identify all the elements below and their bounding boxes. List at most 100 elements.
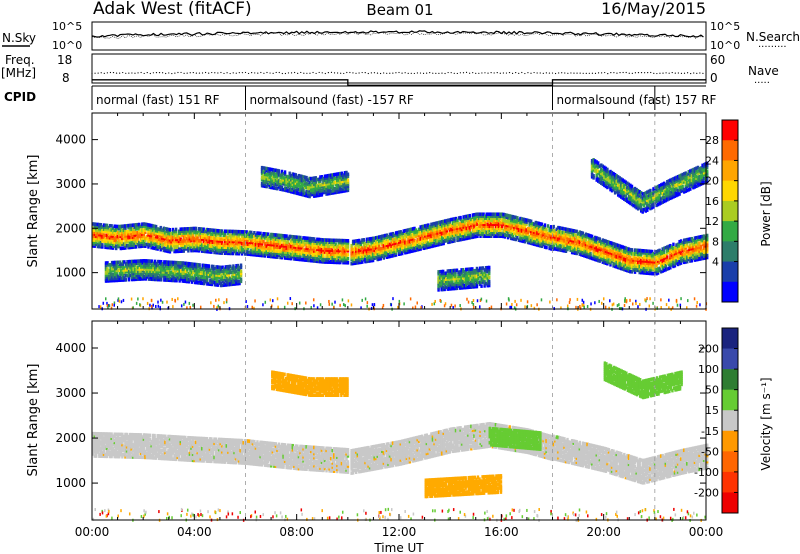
power-cell bbox=[370, 238, 373, 243]
power-cell bbox=[572, 231, 575, 235]
power-cell bbox=[202, 243, 205, 248]
power-cell bbox=[170, 241, 173, 246]
power-cell bbox=[313, 253, 316, 257]
power-cell bbox=[382, 246, 386, 250]
power-cell bbox=[271, 242, 274, 247]
power-cell bbox=[430, 222, 433, 227]
power-cell bbox=[280, 247, 284, 252]
power-cell bbox=[630, 248, 634, 252]
power-cell bbox=[282, 236, 285, 240]
power-cell bbox=[505, 219, 508, 224]
power-cell bbox=[134, 245, 138, 249]
power-cell bbox=[147, 245, 150, 249]
power-cell bbox=[557, 235, 560, 240]
power-cell bbox=[516, 232, 519, 236]
power-cell bbox=[479, 226, 482, 231]
power-cell bbox=[290, 246, 293, 251]
power-cell bbox=[436, 235, 439, 239]
nave-point bbox=[373, 72, 376, 74]
power-cell bbox=[572, 233, 575, 237]
power-cell bbox=[110, 234, 113, 238]
power-cell bbox=[440, 237, 444, 242]
power-cell bbox=[566, 231, 569, 236]
power-cell bbox=[99, 225, 103, 229]
power-cell bbox=[314, 239, 317, 243]
power-cell bbox=[207, 231, 210, 236]
power-cell bbox=[358, 254, 361, 259]
nave-point bbox=[478, 72, 480, 74]
power-cell bbox=[339, 256, 342, 261]
power-cell bbox=[356, 244, 359, 249]
nave-point bbox=[220, 71, 222, 74]
power-cell bbox=[361, 254, 364, 258]
power-cell bbox=[448, 218, 452, 222]
power-cell bbox=[207, 235, 210, 240]
power-cell bbox=[353, 251, 356, 256]
power-cell bbox=[305, 236, 308, 241]
power-cell bbox=[224, 237, 227, 242]
power-cell bbox=[302, 242, 305, 246]
power-cell bbox=[427, 229, 430, 233]
power-cell bbox=[216, 250, 219, 255]
power-cell bbox=[462, 235, 465, 239]
power-cell bbox=[124, 224, 127, 228]
power-cell bbox=[168, 237, 172, 242]
power-cell bbox=[168, 239, 172, 244]
power-cell bbox=[193, 230, 196, 235]
power-cell bbox=[266, 252, 270, 256]
power-cell bbox=[573, 239, 577, 243]
power-cell bbox=[286, 246, 290, 251]
nave-point bbox=[594, 72, 597, 74]
power-cell bbox=[121, 228, 124, 233]
power-cell bbox=[454, 220, 458, 225]
power-cell bbox=[148, 235, 152, 240]
power-cell bbox=[454, 216, 458, 221]
power-cell bbox=[581, 247, 585, 252]
power-cell bbox=[128, 231, 132, 236]
power-cell bbox=[231, 231, 235, 236]
power-cell bbox=[141, 240, 144, 244]
power-cell bbox=[497, 228, 501, 233]
power-cell bbox=[214, 250, 218, 255]
power-cell bbox=[313, 239, 316, 243]
power-cell bbox=[563, 247, 566, 251]
power-cell bbox=[431, 230, 435, 234]
nave-point bbox=[561, 72, 563, 74]
power-cell bbox=[416, 231, 419, 236]
power-cell bbox=[165, 245, 169, 249]
power-cell bbox=[425, 243, 429, 248]
power-cell bbox=[136, 224, 139, 229]
power-cell bbox=[207, 239, 210, 244]
power-cell bbox=[220, 237, 224, 241]
power-cell bbox=[393, 249, 396, 254]
power-cell bbox=[131, 227, 135, 231]
power-cell bbox=[193, 242, 196, 247]
power-cell bbox=[98, 232, 101, 237]
power-cell bbox=[174, 235, 178, 240]
power-cell bbox=[476, 226, 479, 231]
power-cell bbox=[416, 229, 419, 234]
power-cell bbox=[188, 246, 192, 251]
power-cell bbox=[496, 226, 499, 231]
power-cell bbox=[127, 231, 130, 236]
power-cell bbox=[497, 232, 501, 237]
power-cell bbox=[313, 243, 316, 247]
power-cell bbox=[291, 246, 294, 251]
power-cell bbox=[470, 221, 473, 226]
power-cell bbox=[502, 228, 505, 233]
power-cell bbox=[473, 224, 476, 229]
power-cell bbox=[213, 240, 216, 245]
power-cell bbox=[224, 235, 227, 240]
power-cell bbox=[306, 254, 310, 259]
power-cell bbox=[139, 240, 142, 245]
power-cell bbox=[187, 233, 190, 237]
nave-point bbox=[174, 72, 176, 74]
power-cell bbox=[523, 235, 527, 240]
power-cell bbox=[510, 222, 513, 227]
power-cell bbox=[471, 233, 475, 237]
power-cell bbox=[470, 235, 473, 240]
power-cell bbox=[399, 250, 402, 254]
power-cell bbox=[390, 232, 393, 236]
power-cell bbox=[430, 226, 433, 231]
power-cell bbox=[491, 212, 495, 217]
